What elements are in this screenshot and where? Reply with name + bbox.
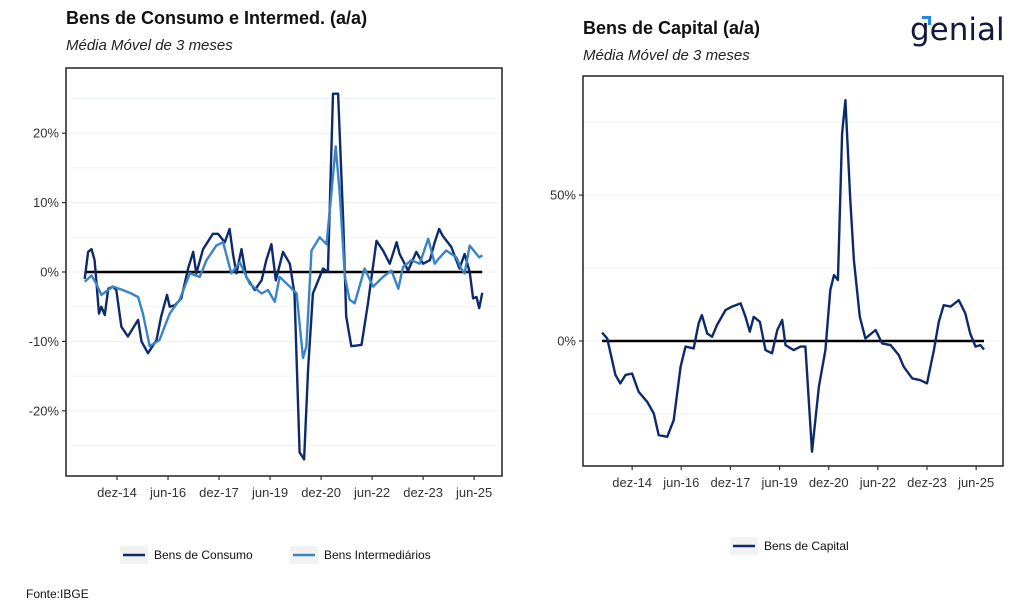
legend-label: Bens de Consumo	[154, 548, 253, 562]
x-tick-label: dez-20	[301, 485, 341, 500]
y-tick-label: 0%	[557, 334, 576, 349]
x-tick-label: dez-17	[199, 485, 239, 500]
y-tick-label: 50%	[550, 188, 576, 203]
left-chart-title: Bens de Consumo e Intermed. (a/a)	[66, 8, 368, 28]
x-tick-label: jun-16	[662, 475, 699, 490]
x-tick-label: jun-19	[760, 475, 797, 490]
logo-accent-mark	[922, 16, 931, 25]
x-tick-label: dez-23	[403, 485, 443, 500]
x-tick-label: jun-22	[353, 485, 390, 500]
capital-chart: 50% 0% dez-14 jun-16 dez-17 jun-19 dez-20 jun-2…	[550, 75, 1004, 555]
right-chart-title: Bens de Capital (a/a)	[583, 18, 761, 38]
series-line-bens-intermediários	[83, 145, 483, 360]
legend-label: Bens de Capital	[764, 539, 849, 553]
x-tick-label: dez-23	[907, 475, 947, 490]
plot-frame	[65, 67, 503, 477]
x-tick-label: jun-22	[859, 475, 896, 490]
x-tick-label: jun-25	[455, 485, 492, 500]
right-chart-subtitle: Média Móvel de 3 meses	[583, 47, 750, 64]
y-tick-label: -10%	[29, 334, 60, 349]
x-tick-label: jun-16	[149, 485, 186, 500]
y-tick-label: 10%	[33, 195, 59, 210]
x-tick-label: dez-14	[97, 485, 137, 500]
x-tick-label: dez-14	[612, 475, 652, 490]
x-tick-label: dez-20	[809, 475, 849, 490]
x-tick-label: jun-25	[957, 475, 994, 490]
y-tick-label: -20%	[29, 403, 60, 418]
legend-label: Bens Intermediários	[324, 548, 431, 562]
series-line-bens-de-consumo	[83, 92, 484, 461]
x-tick-label: jun-19	[251, 485, 288, 500]
consumo-intermed-chart: 20% 10% 0% -10% -20% dez-14 jun-16 dez-17 jun-19…	[29, 67, 503, 564]
genial-logo: genial	[910, 12, 1005, 48]
x-tick-label: dez-17	[711, 475, 751, 490]
y-tick-label: 0%	[40, 265, 59, 280]
left-chart-subtitle: Média Móvel de 3 meses	[66, 37, 233, 54]
y-tick-label: 20%	[33, 126, 59, 141]
plot-frame	[582, 75, 1004, 467]
series-line-bens-de-capital	[601, 99, 985, 453]
source-note: Fonte:IBGE	[26, 587, 89, 601]
